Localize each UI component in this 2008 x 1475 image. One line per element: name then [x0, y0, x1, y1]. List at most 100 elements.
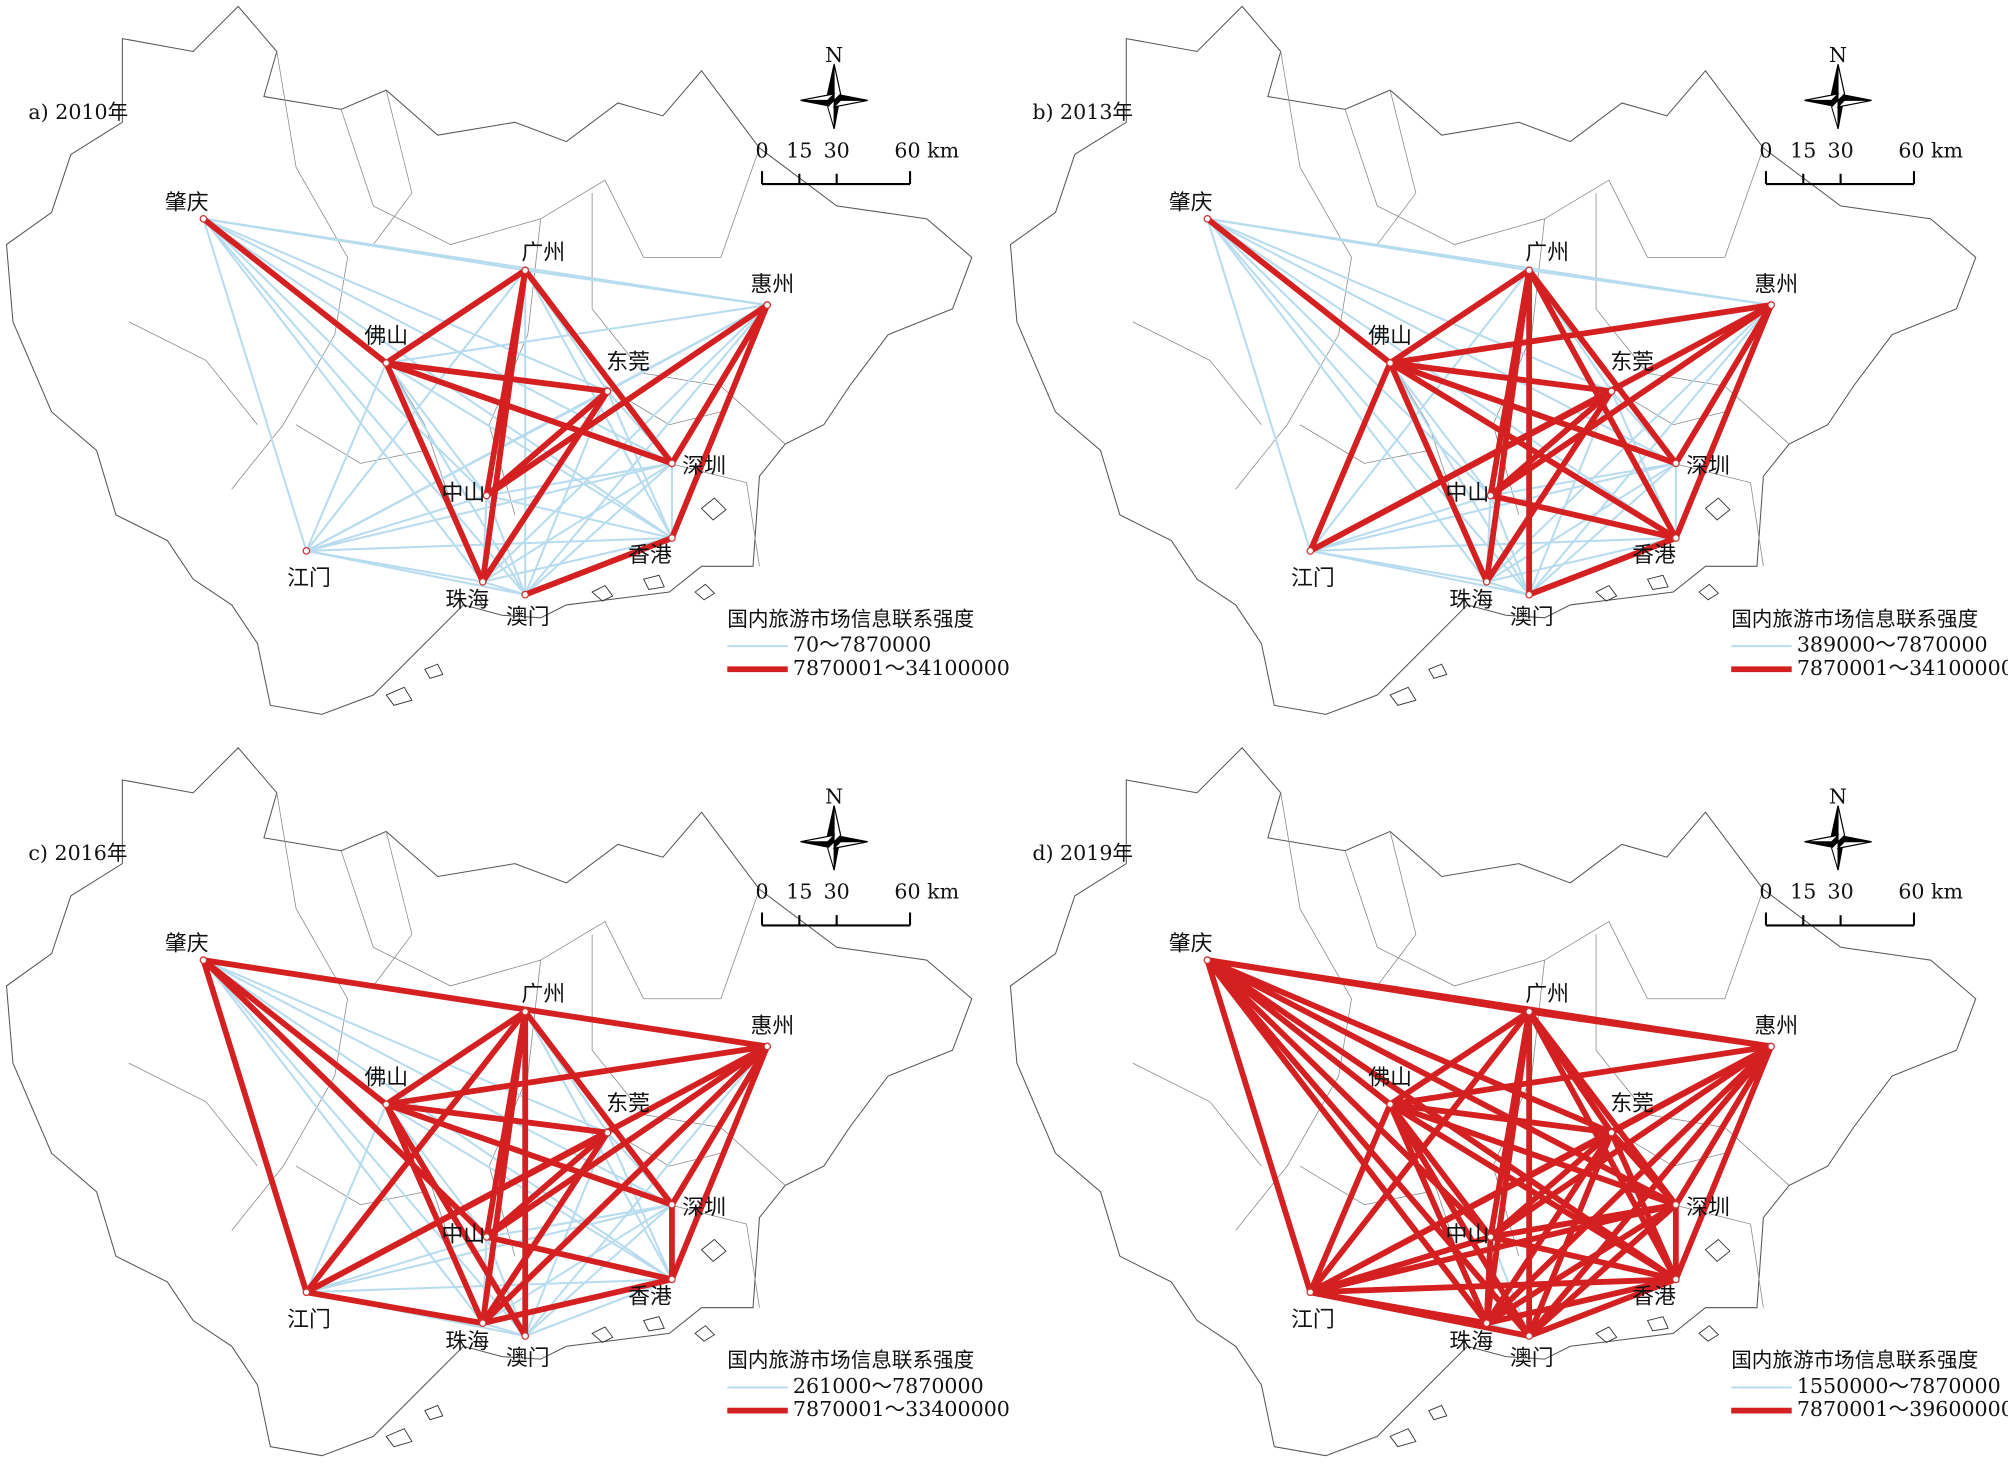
city-point [1482, 1319, 1491, 1327]
legend-label: 7870001～34100000 [793, 656, 1010, 680]
city-label: 江门 [1291, 1308, 1335, 1333]
weak-link [524, 304, 768, 596]
city-point [1525, 1007, 1533, 1016]
strong-link [483, 1043, 771, 1240]
strong-link [303, 1043, 771, 1296]
city-label: 肇庆 [165, 190, 209, 215]
scale-bar [1764, 912, 1915, 927]
strong-link [483, 1008, 529, 1240]
strong-link [1204, 957, 1533, 1339]
city-point [668, 1200, 676, 1209]
strong-link [479, 1043, 771, 1327]
weak-link [482, 1203, 673, 1324]
strong-link [1672, 302, 1774, 467]
scale-label: 30 [824, 880, 850, 904]
scale-label: 30 [1828, 880, 1854, 904]
city-point [199, 956, 208, 965]
city-label: 惠州 [1754, 1014, 1798, 1039]
city-label: 深圳 [682, 1196, 726, 1221]
city-label: 中山 [1445, 481, 1489, 506]
strong-link [200, 215, 390, 366]
scale-bar [1764, 171, 1915, 186]
strong-link [1483, 1043, 1774, 1327]
weak-link [1206, 218, 1492, 497]
city-point [478, 577, 487, 586]
strong-link [383, 1008, 529, 1108]
compass-north: N [1829, 784, 1847, 808]
city-point [1525, 590, 1533, 599]
city-point [1486, 1233, 1495, 1241]
strong-link [1487, 1233, 1679, 1283]
strong-link [483, 388, 611, 499]
city-point [521, 590, 530, 599]
weak-link [1206, 217, 1612, 393]
strong-link [1204, 215, 1394, 366]
scale-label: 15 [786, 138, 812, 162]
city-label: 肇庆 [1169, 932, 1213, 957]
strong-link [1307, 1129, 1615, 1296]
weak-link [1206, 218, 1530, 596]
weak-link [203, 959, 608, 1134]
weak-link [202, 959, 484, 1324]
panel-label: c) 2016年 [28, 841, 127, 865]
weak-link [1485, 304, 1772, 583]
strong-link [1387, 1101, 1494, 1240]
city-label: 澳门 [1510, 605, 1554, 630]
compass-white [800, 805, 868, 871]
strong-link [1483, 388, 1615, 585]
strong-link [383, 1101, 486, 1327]
city-label: 佛山 [364, 324, 408, 349]
strong-link [1387, 1101, 1615, 1136]
strong-link [383, 1101, 611, 1136]
scale-label: 30 [824, 138, 850, 162]
weak-link [385, 1103, 488, 1238]
city-label: 广州 [1525, 982, 1569, 1007]
city-label: 东莞 [606, 350, 650, 375]
strong-link [479, 388, 611, 585]
strong-link [1487, 1043, 1774, 1240]
strong-link [1387, 1101, 1679, 1208]
strong-link [1204, 957, 1615, 1136]
strong-link [483, 302, 771, 499]
city-label: 广州 [521, 241, 565, 266]
weak-link [306, 494, 487, 552]
scale-label: 60 km [1898, 138, 1963, 162]
city-label: 珠海 [1449, 1329, 1493, 1354]
city-point [1486, 491, 1495, 500]
strong-link [1387, 360, 1679, 541]
city-point [668, 1275, 676, 1284]
strong-link [1204, 957, 1490, 1327]
weak-link [525, 269, 768, 307]
city-point [763, 1042, 772, 1051]
weak-link [202, 218, 526, 596]
city-point [1203, 214, 1212, 223]
strong-link [383, 360, 675, 467]
city-point [763, 301, 772, 309]
compass-north: N [1829, 43, 1847, 67]
city-point [1525, 1332, 1533, 1340]
weak-link [524, 1278, 673, 1337]
weak-link [606, 1132, 673, 1280]
city-label: 广州 [521, 982, 565, 1007]
city-label: 深圳 [682, 454, 726, 479]
legend-label: 389000～7870000 [1797, 633, 1988, 657]
strong-link [1526, 1008, 1679, 1208]
city-label: 香港 [1632, 543, 1676, 568]
compass-white [1804, 64, 1872, 129]
city-label: 中山 [442, 481, 486, 506]
strong-link [1307, 1233, 1494, 1296]
strong-link [1307, 1289, 1533, 1339]
strong-link [522, 1008, 675, 1208]
strong-link [483, 267, 529, 499]
weak-link [524, 1203, 673, 1337]
strong-link [1483, 1008, 1533, 1327]
city-point [521, 266, 530, 275]
weak-link [385, 362, 488, 497]
weak-link [203, 217, 608, 393]
city-point [1482, 577, 1491, 586]
legend-title: 国内旅游市场信息联系强度 [1731, 607, 1978, 631]
strong-link [383, 1043, 771, 1108]
city-point [1671, 1275, 1680, 1284]
city-label: 惠州 [750, 1014, 794, 1039]
